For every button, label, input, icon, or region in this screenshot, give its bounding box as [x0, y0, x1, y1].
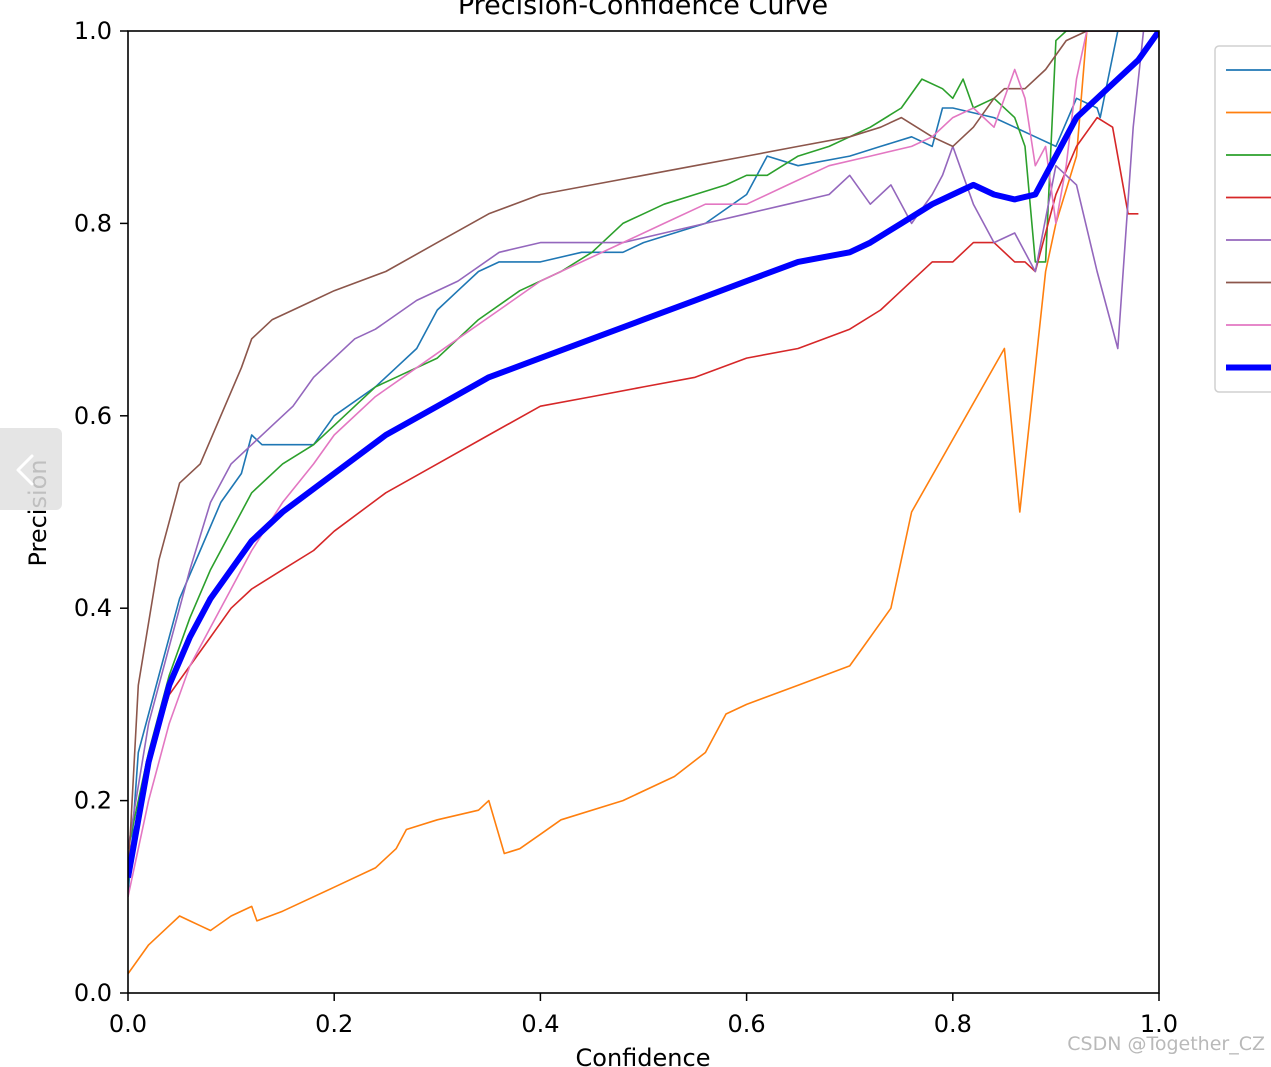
chevron-left-icon — [16, 454, 34, 486]
series-line-7 — [128, 31, 1159, 897]
x-tick-label-0: 0.0 — [109, 1010, 147, 1038]
legend-box — [1214, 45, 1271, 393]
watermark: CSDN @Together_CZ — [1067, 1033, 1265, 1055]
y-tick-label-2: 0.4 — [74, 594, 112, 622]
legend — [1214, 45, 1271, 393]
y-tick-label-4: 0.8 — [74, 209, 112, 237]
plot-frame — [127, 30, 1160, 994]
y-tick-label-0: 0.0 — [74, 979, 112, 1007]
ticks-layer: 0.0 0.2 0.4 0.6 0.8 1.0 0.0 0.2 0.4 0.6 0.8 1.0 — [74, 17, 1178, 1038]
y-tick-label-5: 1.0 — [74, 17, 112, 45]
series-line-2 — [128, 31, 1159, 975]
series-line-8 — [128, 31, 1159, 879]
series-layer — [128, 31, 1159, 975]
series-line-6 — [128, 31, 1159, 878]
x-tick-label-2: 0.4 — [521, 1010, 559, 1038]
side-nav-button[interactable] — [0, 428, 62, 510]
x-tick-label-1: 0.2 — [315, 1010, 353, 1038]
x-tick-label-3: 0.6 — [728, 1010, 766, 1038]
x-tick-label-4: 0.8 — [934, 1010, 972, 1038]
series-line-3 — [128, 31, 1159, 849]
y-tick-label-3: 0.6 — [74, 402, 112, 430]
x-tick-label-5: 1.0 — [1140, 1010, 1178, 1038]
series-line-1 — [128, 31, 1159, 897]
chart-title: Precision-Confidence Curve — [458, 0, 828, 21]
y-tick-label-1: 0.2 — [74, 787, 112, 815]
series-line-5 — [128, 31, 1159, 849]
series-line-4 — [128, 116, 1139, 878]
x-axis-label: Confidence — [576, 1044, 711, 1067]
